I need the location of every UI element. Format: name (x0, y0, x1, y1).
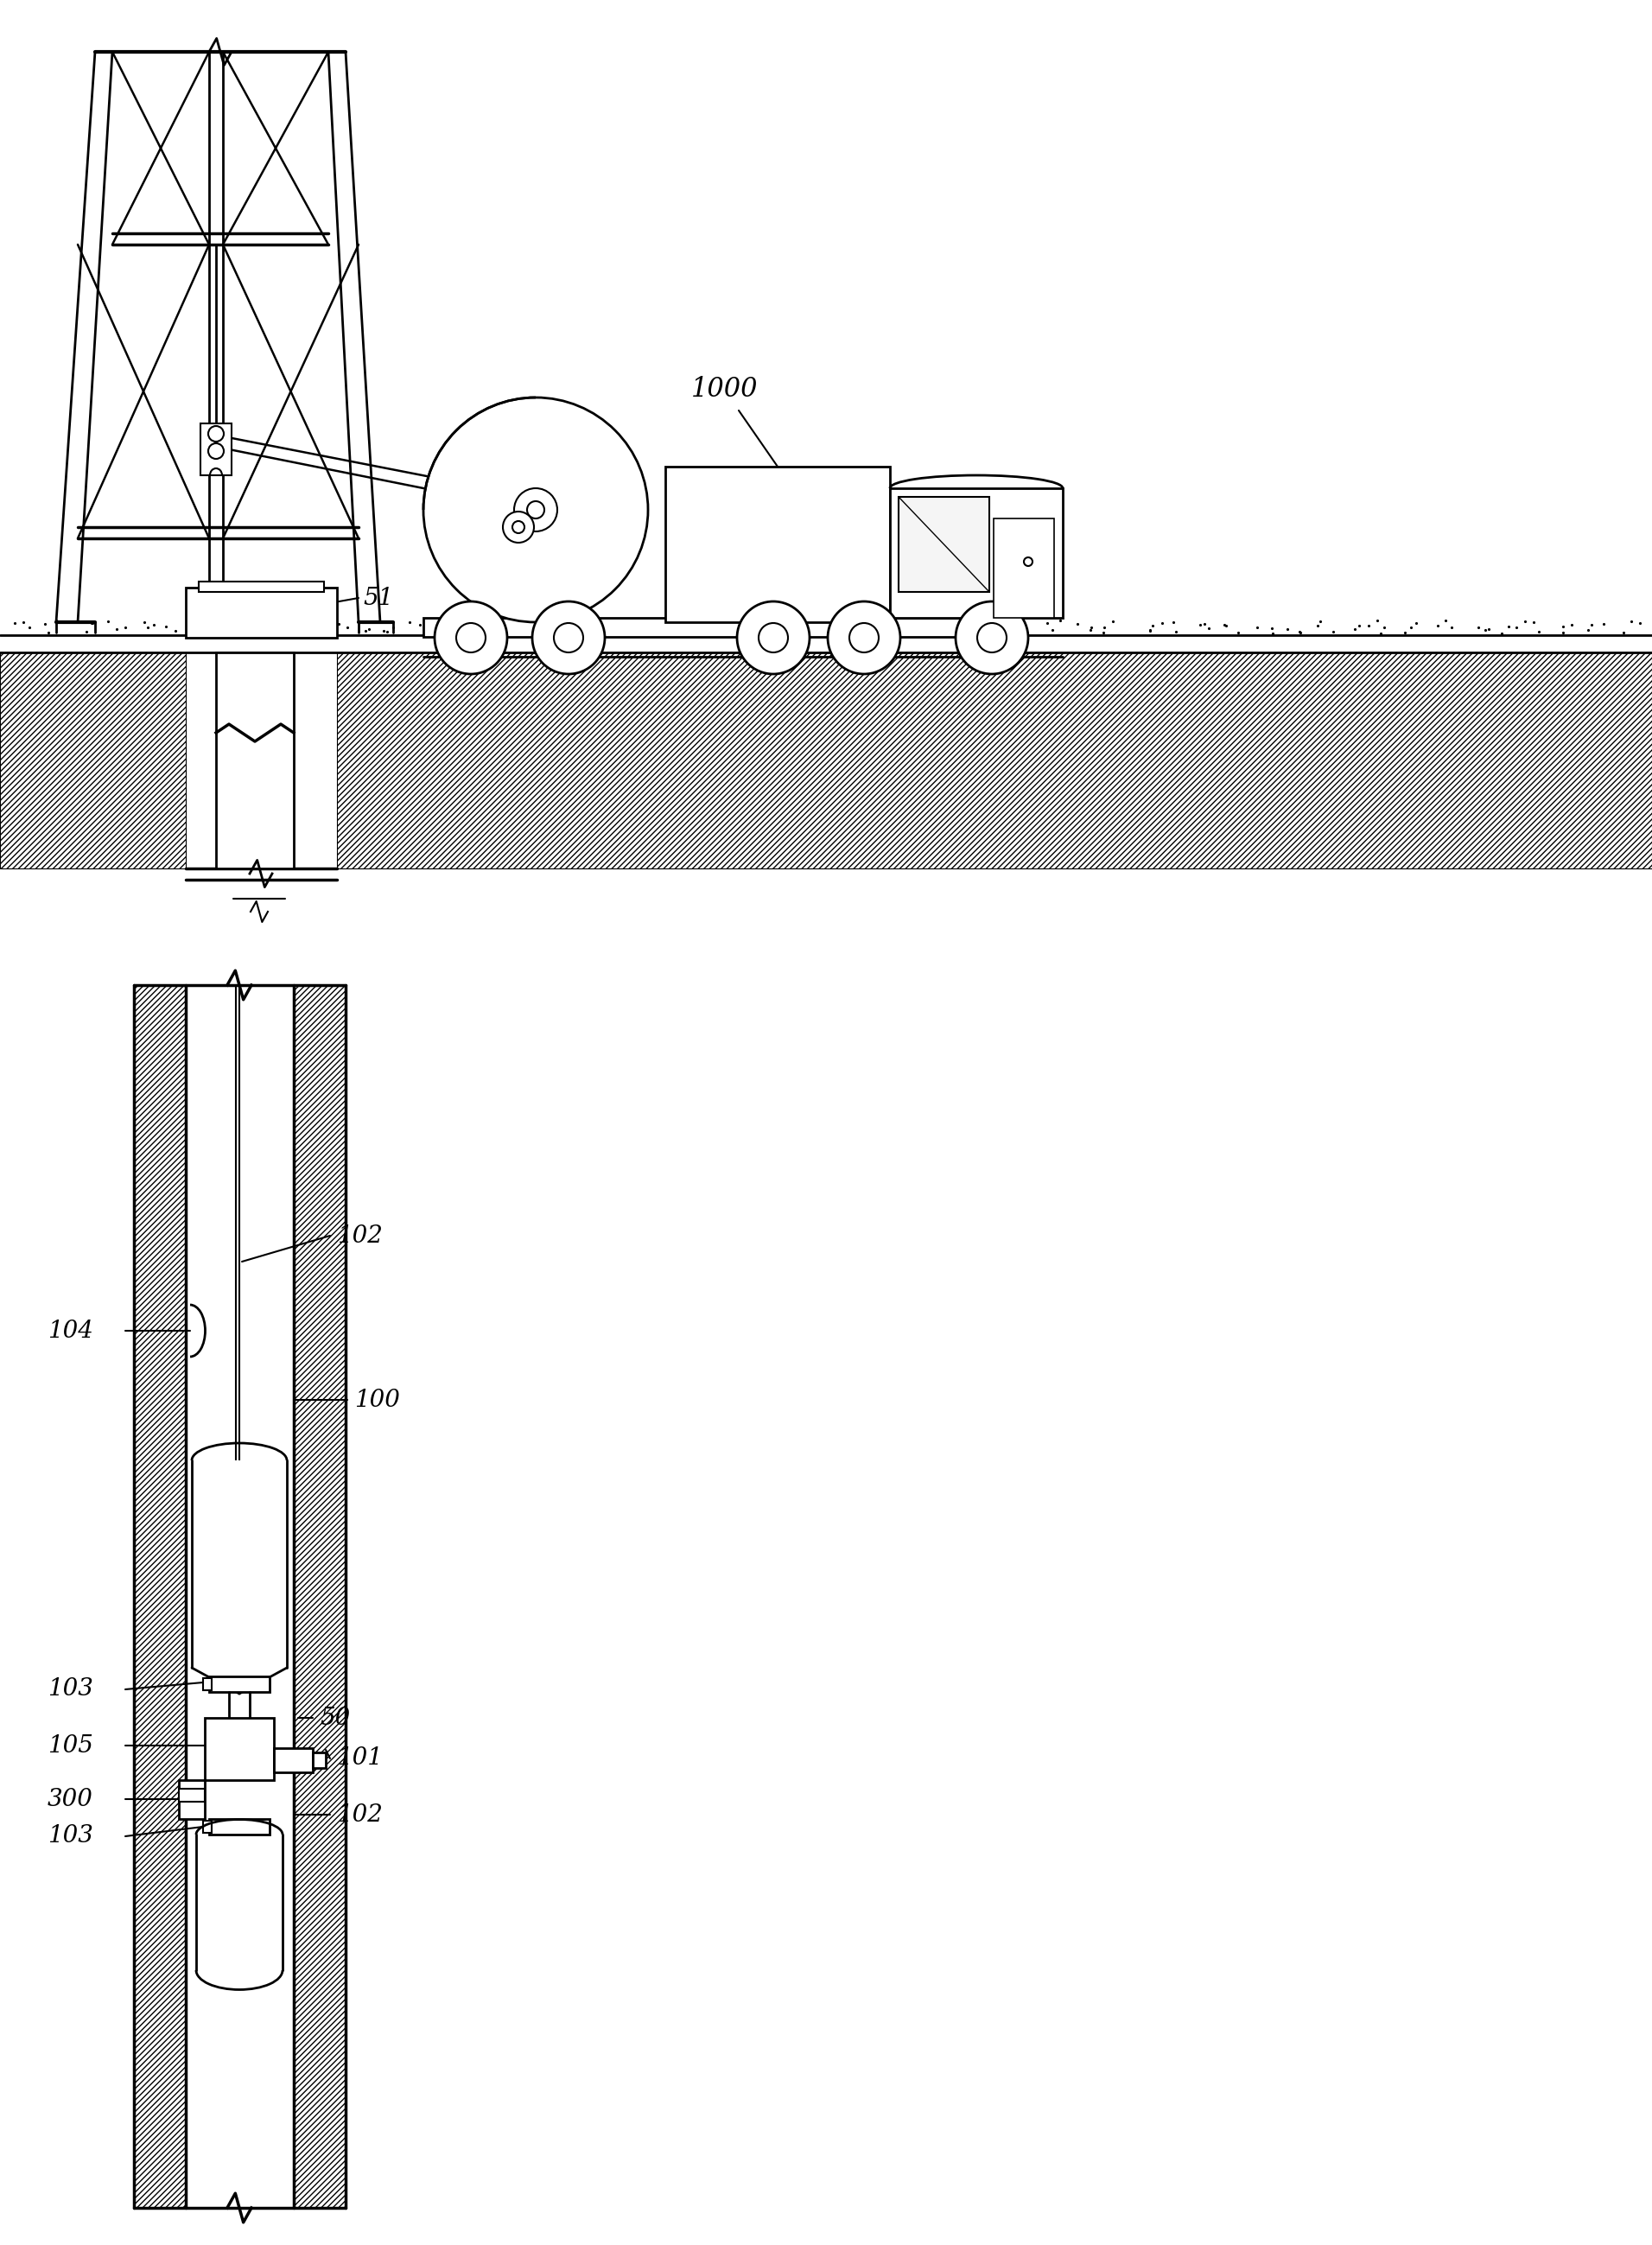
Circle shape (527, 501, 544, 519)
Bar (200, 424, 231, 476)
Bar (0, 653, 185, 869)
Circle shape (456, 624, 486, 653)
Circle shape (849, 624, 879, 653)
Circle shape (828, 602, 900, 674)
Circle shape (955, 602, 1028, 674)
Bar (274, 1749, 312, 1771)
Text: 102: 102 (337, 1803, 383, 1827)
Circle shape (423, 397, 648, 622)
Bar (178, 1789, 205, 1803)
Circle shape (514, 487, 557, 532)
Circle shape (532, 602, 605, 674)
Bar (294, 986, 345, 2207)
Text: 100: 100 (354, 1387, 400, 1412)
Text: 300: 300 (48, 1787, 93, 1812)
Bar (205, 1717, 274, 1780)
Bar (197, 1834, 282, 1971)
Bar (899, 496, 990, 593)
Bar (666, 467, 890, 622)
Circle shape (502, 512, 534, 543)
Text: 1000: 1000 (691, 375, 758, 402)
Circle shape (512, 521, 524, 532)
Bar (203, 1821, 211, 1832)
Circle shape (1024, 557, 1032, 566)
Bar (178, 1780, 205, 1818)
Text: 103: 103 (48, 1825, 93, 1848)
Circle shape (978, 624, 1006, 653)
Bar (312, 1753, 325, 1769)
Circle shape (737, 602, 809, 674)
Text: 105: 105 (48, 1733, 93, 1758)
Circle shape (758, 624, 788, 653)
Bar (337, 653, 1652, 869)
Text: 102: 102 (337, 1224, 383, 1248)
Bar (198, 581, 324, 593)
Circle shape (553, 624, 583, 653)
Bar (134, 986, 185, 2207)
Circle shape (208, 442, 223, 458)
Bar (993, 519, 1054, 617)
Circle shape (208, 427, 223, 442)
Text: 50: 50 (320, 1706, 350, 1729)
Bar (203, 1677, 211, 1690)
Circle shape (434, 602, 507, 674)
Text: 51: 51 (363, 586, 393, 611)
Bar (890, 487, 1062, 617)
Bar (193, 1461, 286, 1668)
Bar (210, 1818, 269, 1834)
Text: 101: 101 (337, 1747, 383, 1769)
Bar (185, 588, 337, 638)
Bar (216, 653, 294, 869)
Text: 104: 104 (48, 1320, 93, 1343)
Bar (210, 1677, 269, 1693)
Bar (423, 617, 993, 638)
Bar (185, 986, 294, 2207)
Text: 103: 103 (48, 1677, 93, 1702)
